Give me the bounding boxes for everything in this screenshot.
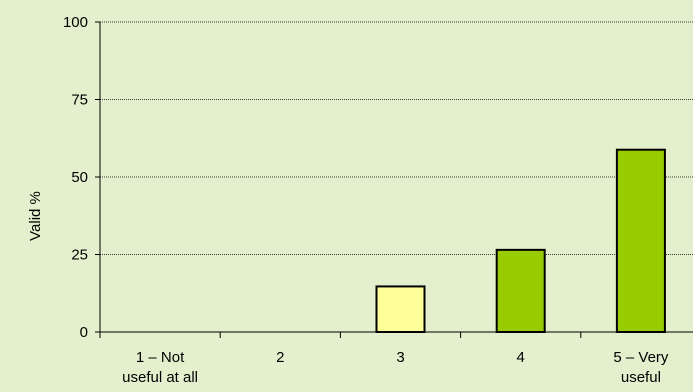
x-tick-label: 3 [396, 349, 404, 366]
y-tick-label: 75 [71, 92, 88, 109]
x-tick-label: 2 [276, 349, 284, 366]
x-tick-labels: 1 – Not useful at all 2 3 4 5 – Very useful [122, 349, 669, 386]
y-axis-title: Valid % [27, 191, 44, 241]
x-tick-label-line: 2 [276, 349, 284, 366]
x-tick-label-line: 4 [517, 349, 525, 366]
axes [95, 21, 693, 338]
bar [375, 285, 426, 333]
x-tick-label-line: useful [621, 369, 661, 386]
x-tick-label: 1 – Not useful at all [122, 349, 198, 386]
y-tick-label: 25 [71, 247, 88, 264]
y-tick-label: 0 [80, 324, 88, 341]
bar [495, 248, 546, 334]
y-tick-label: 100 [63, 14, 88, 31]
x-tick-label-line: 5 – Very [613, 349, 669, 366]
x-tick-label-line: 1 – Not [136, 349, 185, 366]
x-tick-label: 5 – Very useful [613, 349, 669, 386]
x-tick-label-line: 3 [396, 349, 404, 366]
x-tick-label: 4 [517, 349, 525, 366]
x-tick-label-line: useful at all [122, 369, 198, 386]
y-tick-labels: 0 25 50 75 100 [63, 14, 88, 341]
gridlines [100, 21, 693, 255]
y-tick-label: 50 [71, 169, 88, 186]
bar [615, 148, 666, 333]
